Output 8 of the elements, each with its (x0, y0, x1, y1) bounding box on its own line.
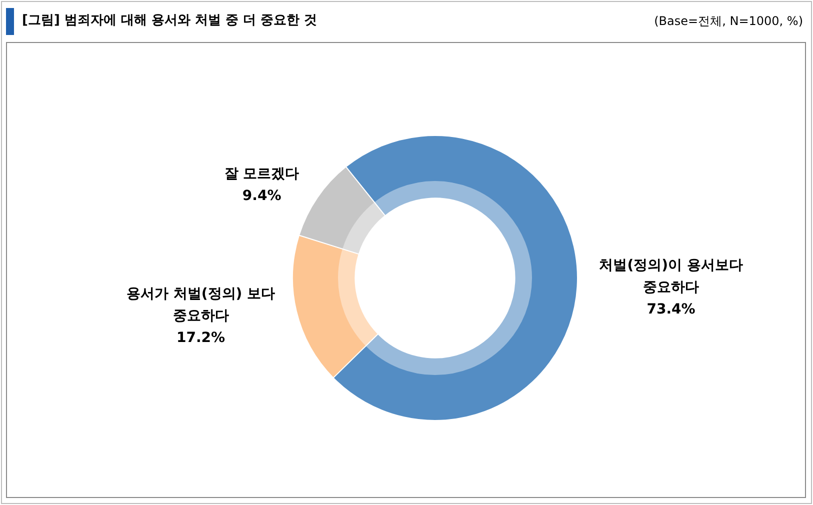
chart-title: [그림] 범죄자에 대해 용서와 처벌 중 더 중요한 것 (22, 12, 318, 29)
data-label: 17.2% (176, 330, 226, 346)
slice-label: 처벌(정의)이 용서보다 중요하다 (599, 257, 743, 296)
data-label: 9.4% (242, 188, 282, 204)
chart-subtitle: (Base=전체, N=1000, %) (654, 13, 803, 30)
data-label: 73.4% (646, 301, 696, 318)
slice-label: 잘 모르겠다 (224, 166, 300, 182)
slice-label: 용서가 처벌(정의) 보다 중요하다 (126, 286, 276, 324)
